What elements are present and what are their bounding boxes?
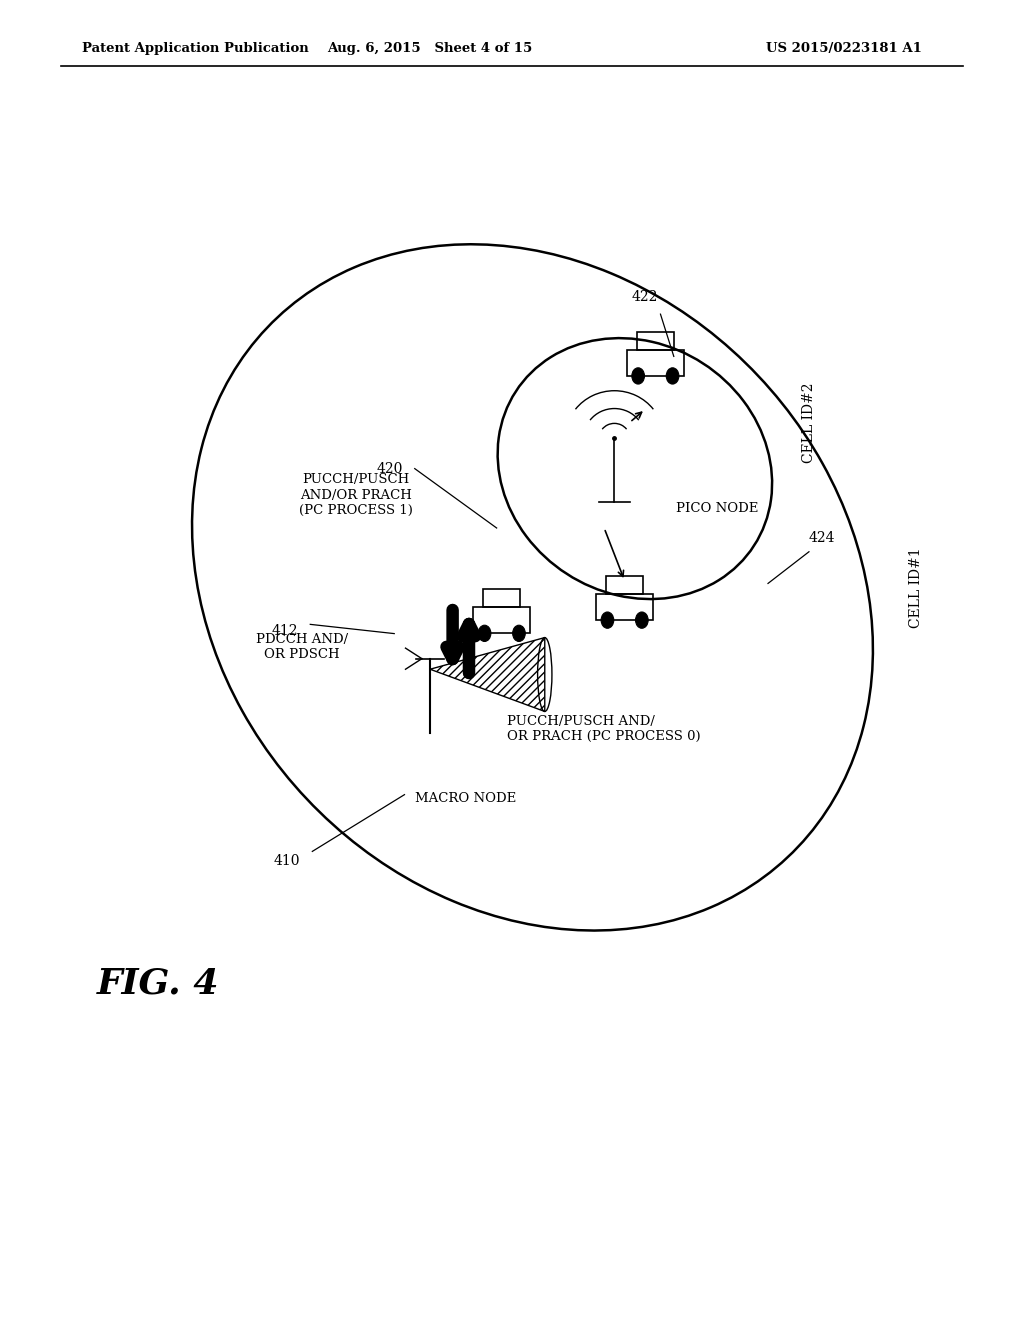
Text: 412: 412 — [271, 624, 298, 638]
Text: PDCCH AND/
OR PDSCH: PDCCH AND/ OR PDSCH — [256, 632, 348, 661]
Circle shape — [667, 368, 679, 384]
Circle shape — [636, 612, 648, 628]
Text: CELL ID#1: CELL ID#1 — [909, 546, 924, 628]
Bar — [627, 350, 684, 376]
Text: PUCCH/PUSCH AND/
OR PRACH (PC PROCESS 0): PUCCH/PUSCH AND/ OR PRACH (PC PROCESS 0) — [507, 714, 700, 743]
Bar — [606, 576, 643, 594]
Text: 420: 420 — [377, 462, 403, 475]
Text: 422: 422 — [632, 289, 658, 304]
Text: Aug. 6, 2015   Sheet 4 of 15: Aug. 6, 2015 Sheet 4 of 15 — [328, 42, 532, 55]
Text: 424: 424 — [809, 531, 836, 545]
Circle shape — [601, 612, 613, 628]
Text: PICO NODE: PICO NODE — [676, 502, 758, 515]
Circle shape — [478, 626, 490, 642]
Bar — [473, 607, 530, 634]
Bar — [637, 331, 674, 350]
Text: MACRO NODE: MACRO NODE — [416, 792, 516, 805]
Text: US 2015/0223181 A1: US 2015/0223181 A1 — [766, 42, 922, 55]
Circle shape — [632, 368, 644, 384]
Text: PUCCH/PUSCH
AND/OR PRACH
(PC PROCESS 1): PUCCH/PUSCH AND/OR PRACH (PC PROCESS 1) — [299, 474, 414, 516]
Text: Patent Application Publication: Patent Application Publication — [82, 42, 308, 55]
Bar — [483, 589, 520, 607]
Circle shape — [513, 626, 525, 642]
Bar — [596, 594, 653, 620]
Text: FIG. 4: FIG. 4 — [97, 966, 220, 1001]
Text: 410: 410 — [273, 854, 300, 867]
Text: CELL ID#2: CELL ID#2 — [802, 383, 816, 462]
